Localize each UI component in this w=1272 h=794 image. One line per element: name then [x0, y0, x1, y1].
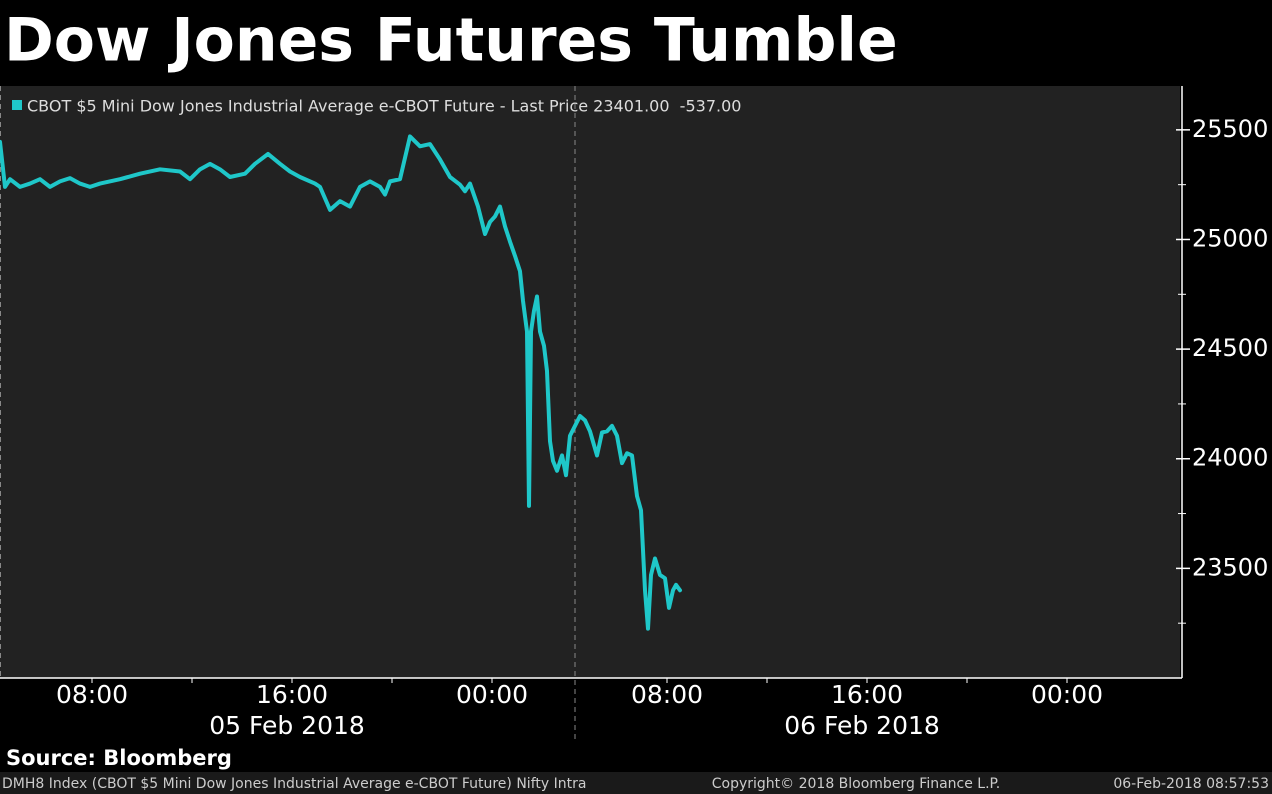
source: Source: Bloomberg: [6, 746, 232, 770]
x-tick-label: 16:00: [256, 680, 328, 709]
legend-swatch: [12, 100, 22, 110]
source-band: [0, 742, 1272, 772]
footer-left: DMH8 Index (CBOT $5 Mini Dow Jones Indus…: [2, 776, 586, 792]
y-tick-label: 24500: [1192, 334, 1268, 362]
x-tick-label: 00:00: [456, 680, 528, 709]
x-tick-label: 08:00: [56, 680, 128, 709]
chart-title: Dow Jones Futures Tumble: [4, 6, 898, 76]
date-label: 05 Feb 2018: [209, 711, 365, 740]
y-tick-label: 24000: [1192, 444, 1268, 472]
y-tick-label: 23500: [1192, 553, 1268, 581]
y-tick-label: 25500: [1192, 115, 1268, 143]
legend-label: CBOT $5 Mini Dow Jones Industrial Averag…: [27, 97, 741, 116]
footer-center: Copyright© 2018 Bloomberg Finance L.P.: [712, 776, 1001, 792]
x-tick-label: 16:00: [831, 680, 903, 709]
price-line: [0, 134, 682, 631]
date-label: 06 Feb 2018: [784, 711, 940, 740]
y-tick-label: 25000: [1192, 224, 1268, 252]
footer-right: 06-Feb-2018 08:57:53: [1113, 776, 1269, 792]
footer-band: [0, 772, 1272, 794]
plot-area: [0, 86, 1180, 678]
x-tick-label: 00:00: [1031, 680, 1103, 709]
x-tick-label: 08:00: [631, 680, 703, 709]
